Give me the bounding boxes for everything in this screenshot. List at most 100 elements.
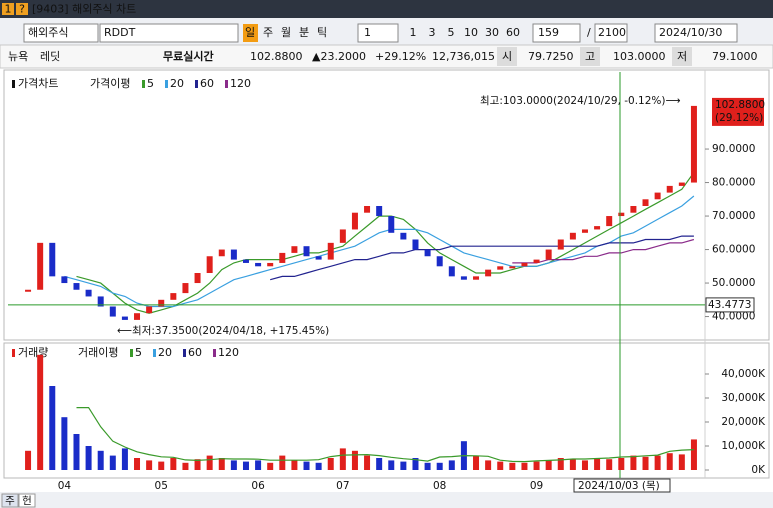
volume-bar — [581, 460, 588, 470]
volume: 12,736,015 — [432, 50, 495, 63]
separator: / — [587, 26, 591, 39]
interval-select-label[interactable]: 1 — [364, 26, 371, 39]
y-tick-label: 50.0000 — [712, 277, 755, 289]
interval-button[interactable]: 5 — [448, 26, 455, 39]
symbol-input[interactable] — [99, 23, 239, 43]
tab-label[interactable]: 헌 — [22, 495, 32, 507]
candle — [424, 249, 431, 257]
candle — [448, 266, 455, 277]
volume-bar — [521, 462, 528, 470]
count-input[interactable] — [532, 23, 581, 43]
cursor-date: 2024/10/03 (목) — [578, 480, 660, 492]
volume-bar — [206, 455, 213, 470]
window-title: [9403] 해외주식 차트 — [32, 2, 136, 16]
volume-bar — [509, 462, 516, 470]
legend-title: 가격차트 — [18, 77, 58, 90]
interval-button[interactable]: 60 — [506, 26, 520, 39]
x-tick-label: 05 — [155, 480, 168, 492]
x-tick-label: 07 — [336, 480, 349, 492]
icon-box — [16, 3, 28, 15]
volume-bar — [424, 462, 431, 470]
market-select[interactable] — [23, 23, 99, 43]
total-input-label[interactable]: 2100 — [598, 26, 626, 39]
x-tick-label: 06 — [251, 480, 265, 492]
period-button[interactable]: 분 — [299, 26, 309, 39]
volume-bar — [158, 461, 165, 470]
legend-label: 120 — [218, 346, 239, 359]
interval-button[interactable]: 1 — [410, 26, 417, 39]
volume-bar — [255, 460, 262, 470]
volume-bar — [218, 458, 225, 470]
market-select-label[interactable]: 해외주식 — [28, 25, 68, 39]
candle — [61, 276, 68, 284]
symbol-input-label[interactable]: RDDT — [104, 26, 136, 39]
volume-bar — [666, 453, 673, 470]
volume-bar — [303, 461, 310, 470]
candle — [485, 269, 492, 277]
quote-label-box — [672, 47, 692, 66]
total-input[interactable] — [594, 23, 628, 43]
candle — [594, 226, 601, 230]
candle — [642, 199, 649, 206]
volume-bar — [279, 455, 286, 470]
quote-label: 저 — [677, 50, 687, 63]
candle — [630, 206, 637, 213]
volume-bar — [109, 455, 116, 470]
volume-bar — [497, 461, 504, 470]
candle — [376, 206, 383, 217]
volume-bar — [606, 459, 613, 470]
legend-label: 5 — [147, 77, 154, 90]
candle — [49, 242, 56, 277]
volume-bar — [37, 354, 44, 470]
price-panel — [3, 69, 770, 341]
x-tick-label: 08 — [433, 480, 446, 492]
candle — [158, 299, 165, 307]
volume-bar — [690, 439, 697, 470]
candle — [606, 216, 613, 227]
cursor-date-box — [573, 478, 671, 493]
volume-bar — [485, 460, 492, 470]
candle — [267, 262, 274, 267]
candle — [97, 296, 104, 307]
bottom-bar — [0, 492, 773, 508]
legend-label: 5 — [135, 346, 142, 359]
volume-bar — [25, 450, 32, 470]
date-input[interactable] — [654, 23, 738, 43]
feed-label: 무료실시간 — [163, 49, 214, 63]
candle — [242, 259, 249, 263]
count-input-label[interactable]: 159 — [538, 26, 559, 39]
candle — [400, 232, 407, 240]
volume-bar — [654, 455, 661, 470]
interval-button[interactable]: 10 — [464, 26, 478, 39]
candle — [666, 185, 673, 193]
period-button[interactable]: 주 — [263, 26, 273, 39]
period-button[interactable]: 틱 — [317, 26, 327, 39]
candle — [194, 273, 201, 284]
tab[interactable] — [1, 493, 19, 508]
interval-button[interactable]: 30 — [485, 26, 499, 39]
legend-swatch — [165, 80, 168, 88]
volume-bar — [557, 458, 564, 470]
y-tick-label: 0K — [751, 464, 766, 476]
candle — [460, 276, 467, 280]
tab-label[interactable]: 주 — [5, 495, 15, 507]
date-input-label[interactable]: 2024/10/30 — [659, 26, 722, 39]
ma-line — [76, 172, 695, 314]
volume-bar — [230, 460, 237, 470]
candle — [545, 249, 552, 260]
period-button[interactable]: 월 — [281, 26, 291, 39]
quote-value: 79.7250 — [528, 50, 574, 63]
ma-line — [64, 195, 695, 308]
interval-select[interactable] — [357, 23, 399, 43]
tab[interactable] — [18, 493, 36, 508]
volume-bar — [400, 461, 407, 470]
candle — [255, 262, 262, 267]
candle — [303, 246, 310, 257]
period-button[interactable]: 일 — [245, 25, 255, 39]
volume-bar — [376, 458, 383, 470]
legend-ma-label: 가격이평 — [90, 77, 130, 90]
volume-bar — [618, 458, 625, 470]
interval-button[interactable]: 3 — [429, 26, 436, 39]
exchange: 뉴욕 — [8, 50, 28, 63]
